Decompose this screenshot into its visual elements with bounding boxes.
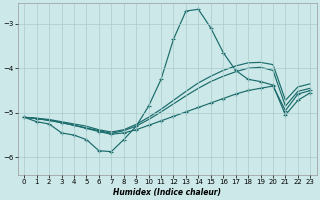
X-axis label: Humidex (Indice chaleur): Humidex (Indice chaleur): [113, 188, 221, 197]
